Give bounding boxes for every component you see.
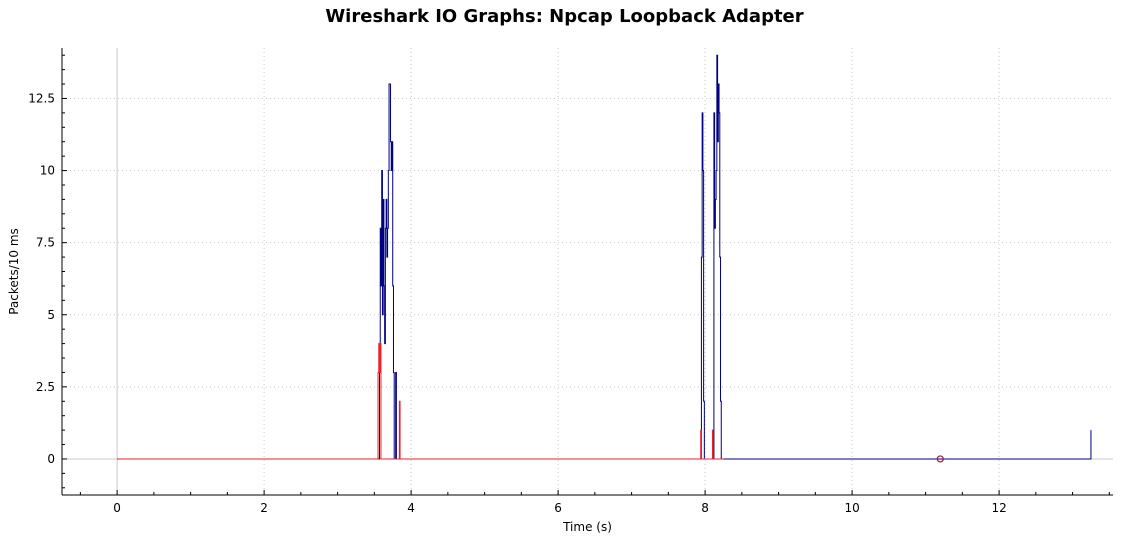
x-tick-label: 8 <box>701 501 709 515</box>
x-tick-label: 2 <box>260 501 268 515</box>
marker-layer <box>936 455 944 463</box>
y-tick-label: 12.5 <box>28 91 55 105</box>
chart-title: Wireshark IO Graphs: Npcap Loopback Adap… <box>325 6 804 27</box>
y-tick-label: 0 <box>47 452 55 466</box>
series-lines <box>117 54 1092 460</box>
x-tick-label: 12 <box>991 501 1006 515</box>
x-tick-label: 4 <box>407 501 415 515</box>
series-line-0 <box>117 54 1092 460</box>
grid-lines <box>62 48 1113 495</box>
y-tick-label: 10 <box>40 164 55 178</box>
x-tick-label: 0 <box>113 501 121 515</box>
point-marker <box>936 455 944 463</box>
y-tick-label: 2.5 <box>36 380 55 394</box>
x-tick-label: 10 <box>844 501 859 515</box>
y-tick-label: 5 <box>47 308 55 322</box>
axes <box>61 48 1113 496</box>
series-line-1 <box>117 343 724 460</box>
y-tick-label: 7.5 <box>36 236 55 250</box>
x-axis-label: Time (s) <box>562 520 612 534</box>
tick-labels: 0 2 4 6 8 10 12 0 2.5 5 7.5 10 12.5 <box>28 91 1006 515</box>
x-tick-label: 6 <box>554 501 562 515</box>
y-axis-label: Packets/10 ms <box>7 228 21 315</box>
